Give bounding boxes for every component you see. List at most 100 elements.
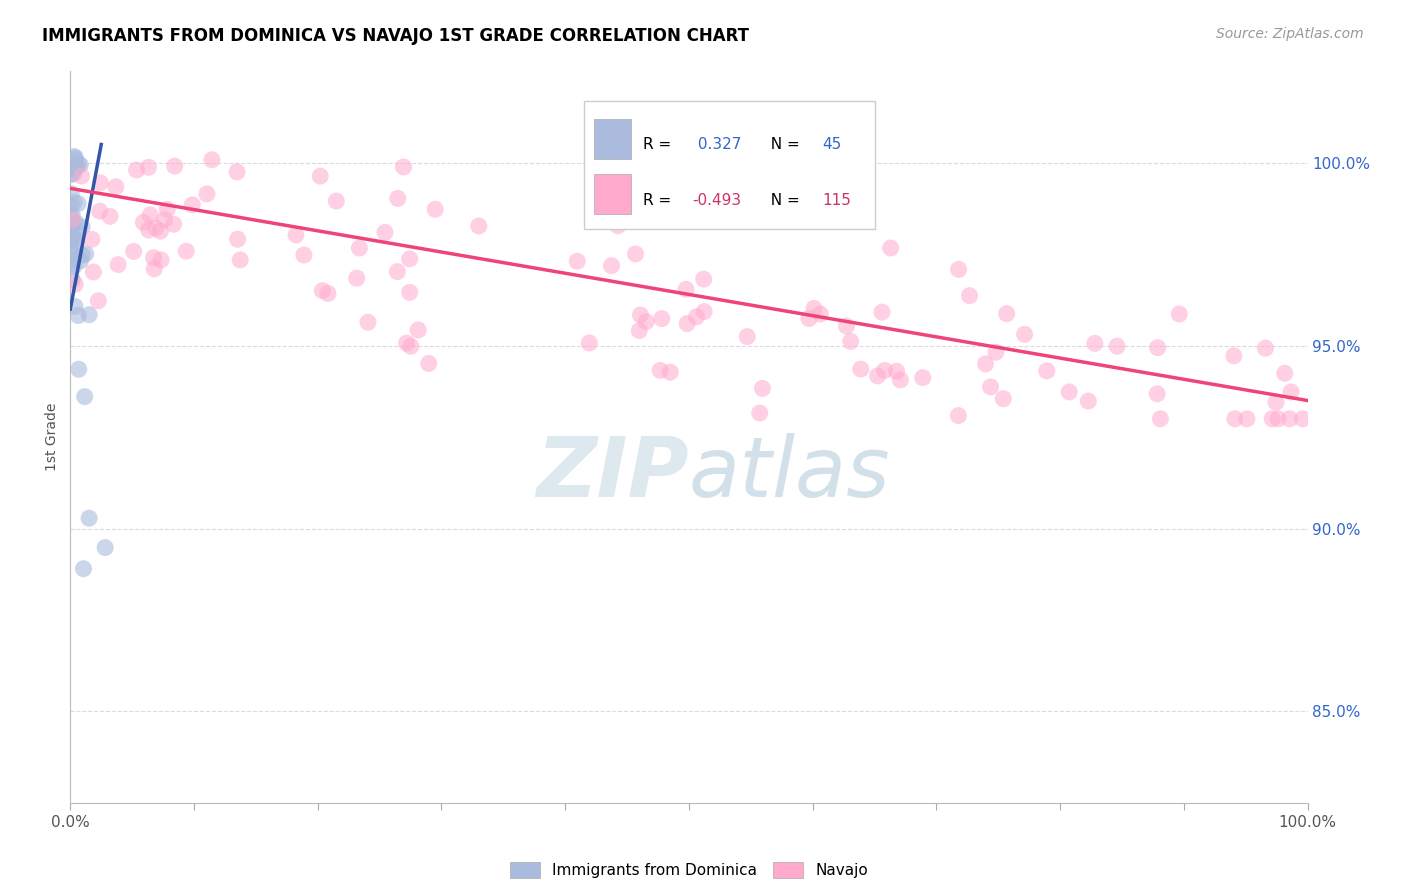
Point <box>60 231 83 245</box>
Point <box>138 223 160 237</box>
Point <box>149 224 172 238</box>
Point <box>65 277 87 292</box>
Y-axis label: 1st Grade: 1st Grade <box>45 403 59 471</box>
Point <box>65 159 87 173</box>
Point <box>685 310 707 324</box>
Point <box>60 244 83 258</box>
Point <box>229 252 252 267</box>
Text: N =: N = <box>761 137 804 152</box>
Point <box>75 247 97 261</box>
Text: atlas: atlas <box>689 434 890 514</box>
Point <box>82 265 104 279</box>
Point <box>1265 395 1288 409</box>
Point <box>349 241 371 255</box>
Point <box>797 311 820 326</box>
Point <box>59 161 82 176</box>
Point <box>125 163 148 178</box>
FancyBboxPatch shape <box>583 101 875 228</box>
Point <box>974 357 997 371</box>
Point <box>59 198 82 212</box>
Point <box>122 244 145 259</box>
Point <box>1146 341 1168 355</box>
Point <box>62 167 84 181</box>
Text: 0.327: 0.327 <box>693 137 741 152</box>
Text: IMMIGRANTS FROM DOMINICA VS NAVAJO 1ST GRADE CORRELATION CHART: IMMIGRANTS FROM DOMINICA VS NAVAJO 1ST G… <box>42 27 749 45</box>
Point <box>995 307 1018 321</box>
Point <box>650 363 672 377</box>
Point <box>149 252 172 267</box>
Point <box>387 191 409 205</box>
Point <box>1077 394 1099 409</box>
Point <box>398 252 420 266</box>
Point <box>1291 412 1313 426</box>
Point <box>1236 412 1258 426</box>
Point <box>984 345 1007 359</box>
Point <box>418 356 440 370</box>
Point <box>835 319 858 334</box>
Point <box>395 336 418 351</box>
Point <box>1057 384 1080 399</box>
Point <box>387 265 409 279</box>
Point <box>65 151 87 165</box>
Point <box>163 217 186 231</box>
Point <box>62 245 84 260</box>
Point <box>751 381 773 395</box>
Point <box>748 406 770 420</box>
Point <box>69 253 91 268</box>
Point <box>145 221 167 235</box>
Point <box>73 390 96 404</box>
Point <box>226 232 249 246</box>
Point <box>948 262 970 277</box>
Point <box>143 261 166 276</box>
Point <box>693 272 716 286</box>
Point <box>163 159 186 173</box>
Point <box>309 169 332 183</box>
Point <box>153 212 176 227</box>
Point <box>142 251 165 265</box>
Point <box>651 311 673 326</box>
Point <box>65 161 87 175</box>
Point <box>60 211 83 225</box>
Point <box>60 186 83 201</box>
Point <box>67 309 90 323</box>
Point <box>948 409 970 423</box>
Point <box>60 220 83 235</box>
Text: -0.493: -0.493 <box>693 194 742 209</box>
Point <box>226 165 249 179</box>
Point <box>69 158 91 172</box>
Point <box>62 159 84 173</box>
Point <box>628 324 651 338</box>
Point <box>70 219 93 234</box>
Point <box>201 153 224 167</box>
Point <box>889 373 911 387</box>
Point <box>89 204 111 219</box>
Point <box>1223 349 1246 363</box>
Point <box>1105 339 1128 353</box>
Point <box>62 241 84 255</box>
Legend: Immigrants from Dominica, Navajo: Immigrants from Dominica, Navajo <box>502 855 876 886</box>
Point <box>65 216 87 230</box>
Point <box>1168 307 1191 321</box>
Point <box>195 186 218 201</box>
Point <box>1035 364 1057 378</box>
Point <box>839 334 862 349</box>
Point <box>886 364 908 378</box>
Point <box>468 219 491 233</box>
Point <box>1274 367 1296 381</box>
Point <box>94 541 117 555</box>
Point <box>325 194 347 208</box>
Point <box>1149 412 1171 426</box>
Point <box>659 365 682 379</box>
Text: Source: ZipAtlas.com: Source: ZipAtlas.com <box>1216 27 1364 41</box>
Point <box>181 198 204 212</box>
Point <box>1254 341 1277 355</box>
Point <box>62 216 84 230</box>
Text: R =: R = <box>643 194 676 209</box>
Point <box>62 260 84 274</box>
Point <box>808 307 831 321</box>
Point <box>87 293 110 308</box>
Text: 45: 45 <box>823 137 842 152</box>
Point <box>399 339 422 353</box>
Point <box>70 169 93 183</box>
Point <box>63 300 86 314</box>
